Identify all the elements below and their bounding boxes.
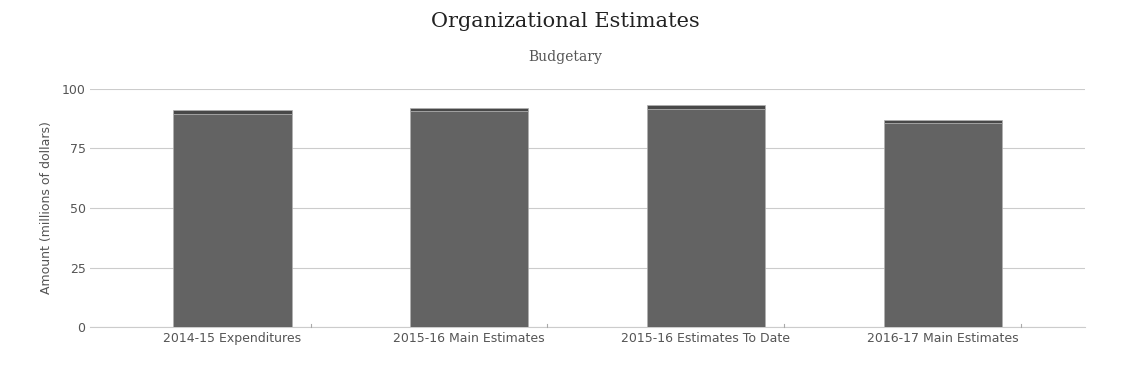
- Bar: [884, 123, 1002, 327]
- Y-axis label: Amount (millions of dollars): Amount (millions of dollars): [41, 121, 53, 295]
- Text: Organizational Estimates: Organizational Estimates: [431, 12, 699, 30]
- Bar: [173, 114, 292, 327]
- Bar: [410, 111, 529, 327]
- Bar: [173, 110, 292, 114]
- Bar: [884, 120, 1002, 123]
- Bar: [410, 108, 529, 111]
- Bar: [646, 109, 765, 327]
- Text: Budgetary: Budgetary: [528, 50, 602, 64]
- Bar: [646, 105, 765, 109]
